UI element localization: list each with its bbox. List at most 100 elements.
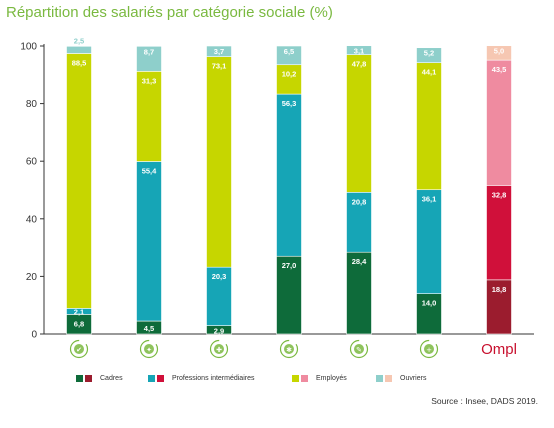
data-label: 14,0 [422,299,437,308]
bar-segment [346,45,372,55]
y-tick-label: 40 [26,214,38,225]
data-label: 5,0 [494,47,504,56]
icon-core [424,344,434,354]
data-label: 43,5 [492,65,507,74]
legend-item-ouvriers: Ouvriers [376,375,426,382]
icon-core [74,344,84,354]
bar-group: 6,8 2,1 88,5 2,5 [66,36,92,335]
data-label: 2,1 [74,307,84,316]
legend-label-cadres: Cadres [100,375,123,382]
bar-segment [276,255,302,335]
icon-core [284,344,294,354]
data-label: 56,3 [282,99,297,108]
bar-group: 18,8 32,8 43,5 5,0 [486,45,512,335]
legend-swatch-pi-ompl [157,375,164,382]
data-label: 47,8 [352,60,367,69]
data-label: 5,2 [424,49,434,58]
data-label: 2,5 [74,36,84,45]
bar-segment [276,93,302,257]
y-tick-label: 0 [31,330,37,341]
legend-swatch-ouvriers [376,375,383,382]
bar-segment [416,189,442,294]
data-label: 36,1 [422,195,437,204]
icon-ring [209,339,229,359]
data-label: 20,3 [212,272,227,281]
bar-segment [276,45,302,66]
bar-group: 14,0 36,1 44,1 5,2 [416,47,442,335]
y-tick-label: 80 [26,99,38,110]
bar-group: 4,5 55,4 31,3 8,7 [136,45,162,335]
data-label: 4,5 [144,324,154,333]
chart-title: Répartition des salariés par catégorie s… [6,4,333,21]
data-label: 2,9 [214,326,224,335]
data-label: 27,0 [282,261,297,270]
bar-group: 27,0 56,3 10,2 6,5 [276,45,302,335]
icon-ring [349,339,369,359]
legend-swatch-ouvriers-ompl [385,375,392,382]
data-label: 6,8 [74,319,84,328]
icon-ring [139,339,159,359]
sector-b-icon: ✦ [139,339,159,359]
icon-ring [69,339,89,359]
bar-segment [206,266,232,326]
y-tick-label: 20 [26,272,38,283]
data-label: 10,2 [282,70,297,79]
data-label: 31,3 [142,76,157,85]
legend-swatch-cadres-ompl [85,375,92,382]
y-tick-label: 60 [26,157,38,168]
check-leaf-icon: ✔ [69,339,89,359]
legend-label-employes: Employés [316,375,347,382]
icon-glyph: + [426,346,432,354]
icon-glyph: ✚ [216,346,222,354]
ompl-logo: Ompl [481,341,517,358]
data-label: 3,7 [214,47,224,56]
bar-segment [486,185,512,281]
legend-label-ouvriers: Ouvriers [400,375,427,382]
icon-ring [279,339,299,359]
bar-group: 28,4 20,8 47,8 3,1 [346,45,372,335]
bar-segment [346,54,372,193]
icon-core [214,344,224,354]
data-label: 3,1 [354,47,364,56]
plus-icon: + [419,339,439,359]
data-label: 73,1 [212,62,227,71]
legend-item-employes: Employés [292,375,347,382]
icon-glyph: ✔ [76,346,82,354]
legend-swatch-cadres [76,375,83,382]
legend: Cadres Professions intermédiaires Employ… [0,375,554,389]
bar-segment [346,251,372,335]
bar-segment [136,161,162,322]
data-label: 6,5 [284,47,294,56]
bar-segment [346,192,372,253]
icon-core [354,344,364,354]
bar-segment [416,62,442,191]
legend-item-cadres: Cadres [76,375,123,382]
bar-segment [486,45,512,61]
data-label: 28,4 [352,257,367,266]
data-label: 88,5 [72,58,87,67]
bar-segment [486,279,512,335]
legend-item-professions-intermediaires: Professions intermédiaires [148,375,254,382]
data-label: 20,8 [352,197,367,206]
legend-swatch-employes [292,375,299,382]
icon-ring [419,339,439,359]
bar-segment [206,56,232,268]
bar-segment [136,71,162,162]
data-label: 32,8 [492,190,507,199]
sector-c-icon: ✚ [209,339,229,359]
data-label: 55,4 [142,166,157,175]
bar-segment [206,45,232,57]
legend-label-professions-intermediaires: Professions intermédiaires [172,375,255,382]
legend-swatch-employes-ompl [301,375,308,382]
data-label: 44,1 [422,68,437,77]
bar-segment [416,47,442,64]
bar-group: 2,9 20,3 73,1 3,7 [206,45,232,335]
data-label: 18,8 [492,285,507,294]
bar-segment [486,59,512,186]
sector-d-icon: ✱ [279,339,299,359]
bar-segment [66,45,92,54]
icon-glyph: ✱ [286,346,292,354]
data-label: 8,7 [144,47,154,56]
icon-glyph: ✎ [356,346,362,354]
